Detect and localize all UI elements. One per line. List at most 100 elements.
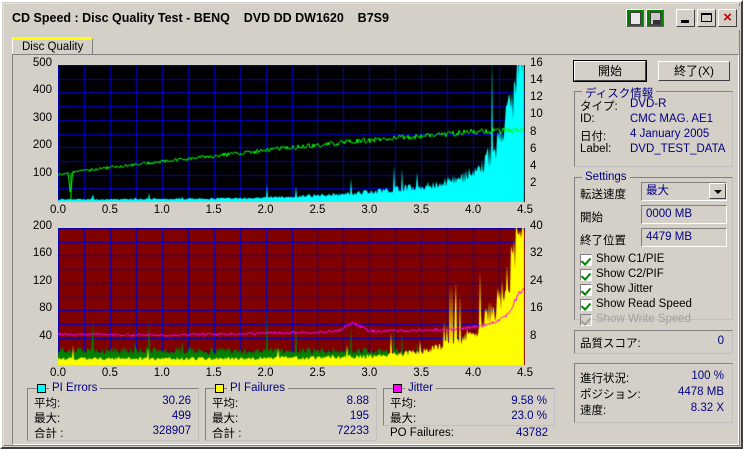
x-tick-label: 1.5	[205, 204, 222, 216]
y-tick-label: 100	[32, 166, 52, 179]
checkbox-label: Show C2/PIF	[596, 268, 664, 280]
pi-failures-group: PI Failures 平均: 8.88 最大: 195 合計 : 72233	[205, 382, 377, 441]
pi-failures-max-value: 195	[349, 410, 369, 422]
chevron-down-icon[interactable]	[709, 183, 726, 199]
y2-tick-label: 8	[530, 329, 537, 342]
disc-label-value: DVD_TEST_DATA	[630, 143, 726, 155]
pi-errors-color-swatch	[37, 384, 46, 393]
y2-tick-label: 16	[530, 302, 543, 315]
minimize-button[interactable]	[676, 9, 695, 27]
jitter-max-value: 23.0 %	[511, 410, 547, 422]
po-failures-label: PO Failures:	[390, 427, 454, 439]
x-tick-label: 1.0	[153, 204, 170, 216]
speed-label: 速度:	[580, 405, 607, 417]
pi-failures-total-label: 合計 :	[212, 428, 242, 440]
position-value: 4478 MB	[677, 386, 724, 398]
client-area: 100 200 300 400 500 2 4 6 8 10 12 14 16 0.0 0.5 1.0 1.…	[12, 54, 739, 445]
disc-type-value: DVD-R	[630, 98, 667, 110]
progress-value: 100 %	[691, 370, 724, 382]
checkbox-show-c1-pie[interactable]	[580, 254, 592, 266]
checkbox-label: Show C1/PIE	[596, 253, 665, 265]
checkbox-show-write-speed	[580, 314, 592, 326]
checkbox-show-read-speed[interactable]	[580, 299, 592, 311]
disc-icon[interactable]	[626, 9, 644, 27]
x-tick-label: 0.5	[101, 367, 118, 379]
y-tick-label: 200	[32, 139, 52, 152]
x-tick-label: 1.5	[205, 367, 222, 379]
drive-icon[interactable]	[646, 9, 664, 27]
pi-failures-color-swatch	[215, 384, 224, 393]
y2-tick-label: 10	[530, 108, 543, 121]
pi-failures-avg-label: 平均:	[212, 398, 239, 410]
exit-button[interactable]: 終了(X)	[658, 61, 730, 81]
end-position-input[interactable]: 4479 MB	[641, 228, 727, 247]
transfer-speed-combo[interactable]: 最大	[641, 182, 727, 201]
end-position-label: 終了位置	[580, 235, 626, 247]
status-group: 進行状況: 100 % ポジション: 4478 MB 速度: 8.32 X	[574, 363, 733, 423]
title-bar-buttons: ×	[626, 9, 741, 27]
disc-date-value: 4 January 2005	[630, 128, 710, 140]
start-position-label: 開始	[580, 212, 603, 224]
pi-errors-avg-label: 平均:	[34, 398, 61, 410]
y2-tick-label: 2	[530, 176, 537, 189]
y2-tick-label: 24	[530, 274, 543, 287]
y-tick-label: 200	[32, 220, 52, 232]
x-tick-label: 4.5	[517, 367, 533, 379]
x-tick-label: 2.5	[309, 367, 326, 379]
pi-failures-avg-value: 8.88	[346, 395, 369, 407]
disc-info-legend: ディスク情報	[582, 85, 657, 101]
x-tick-label: 3.0	[361, 204, 378, 216]
y-tick-label: 80	[39, 302, 52, 315]
pi-errors-total-label: 合計 :	[34, 428, 64, 440]
x-tick-label: 4.5	[517, 204, 533, 216]
jitter-legend: Jitter	[405, 382, 436, 394]
title-bar: CD Speed : Disc Quality Test - BENQ DVD …	[6, 6, 741, 30]
quality-score-label: 品質スコア:	[580, 338, 641, 350]
tab-disc-quality[interactable]: Disc Quality	[12, 37, 94, 55]
close-button[interactable]: ×	[718, 9, 737, 27]
settings-group: Settings 転送速度 最大 開始 0000 MB 終了位置 4479 MB…	[574, 171, 733, 326]
jitter-group: Jitter 平均: 9.58 % 最大: 23.0 %	[383, 382, 555, 426]
x-tick-label: 0.5	[101, 204, 118, 216]
y2-tick-label: 12	[530, 91, 543, 104]
y-tick-label: 160	[32, 247, 52, 260]
maximize-button[interactable]	[697, 9, 716, 27]
po-failures-value: 43782	[516, 427, 548, 439]
jitter-max-label: 最大:	[390, 413, 417, 425]
y2-tick-label: 4	[530, 159, 537, 172]
checkbox-show-jitter[interactable]	[580, 284, 592, 296]
speed-value: 8.32 X	[690, 402, 724, 414]
x-tick-label: 2.5	[309, 204, 326, 216]
checkbox-show-c2-pif[interactable]	[580, 269, 592, 281]
checkbox-label: Show Read Speed	[596, 298, 692, 310]
disc-id-value: CMC MAG. AE1	[630, 113, 714, 125]
y2-tick-label: 16	[530, 57, 543, 69]
pi-errors-avg-value: 30.26	[162, 395, 191, 407]
settings-legend: Settings	[582, 171, 630, 183]
pi-errors-total-value: 328907	[152, 425, 191, 437]
start-button[interactable]: 開始	[573, 60, 647, 82]
disc-label-label: Label:	[580, 143, 612, 155]
x-tick-label: 4.0	[465, 204, 482, 216]
y2-tick-label: 8	[530, 125, 537, 138]
x-tick-label: 0.0	[50, 204, 66, 216]
x-tick-label: 0.0	[50, 367, 66, 379]
checkbox-label: Show Write Speed	[596, 313, 692, 325]
y-tick-label: 400	[32, 84, 52, 97]
pi-failures-max-label: 最大:	[212, 413, 239, 425]
jitter-avg-value: 9.58 %	[511, 395, 547, 407]
top-chart: 100 200 300 400 500 2 4 6 8 10 12 14 16 0.0 0.5 1.0 1.…	[13, 55, 568, 220]
y2-tick-label: 14	[530, 74, 543, 87]
disc-date-label: 日付:	[580, 131, 607, 143]
x-tick-label: 2.0	[257, 367, 274, 379]
pi-failures-total-value: 72233	[337, 425, 369, 437]
bottom-chart-plot	[58, 228, 525, 365]
transfer-speed-value: 最大	[646, 185, 669, 197]
y-tick-label: 40	[39, 329, 52, 342]
start-position-input[interactable]: 0000 MB	[641, 205, 727, 224]
window-title: CD Speed : Disc Quality Test - BENQ DVD …	[12, 11, 389, 25]
quality-score-group: 品質スコア: 0	[574, 330, 733, 354]
pi-failures-legend: PI Failures	[227, 382, 288, 394]
top-chart-plot	[58, 65, 525, 202]
